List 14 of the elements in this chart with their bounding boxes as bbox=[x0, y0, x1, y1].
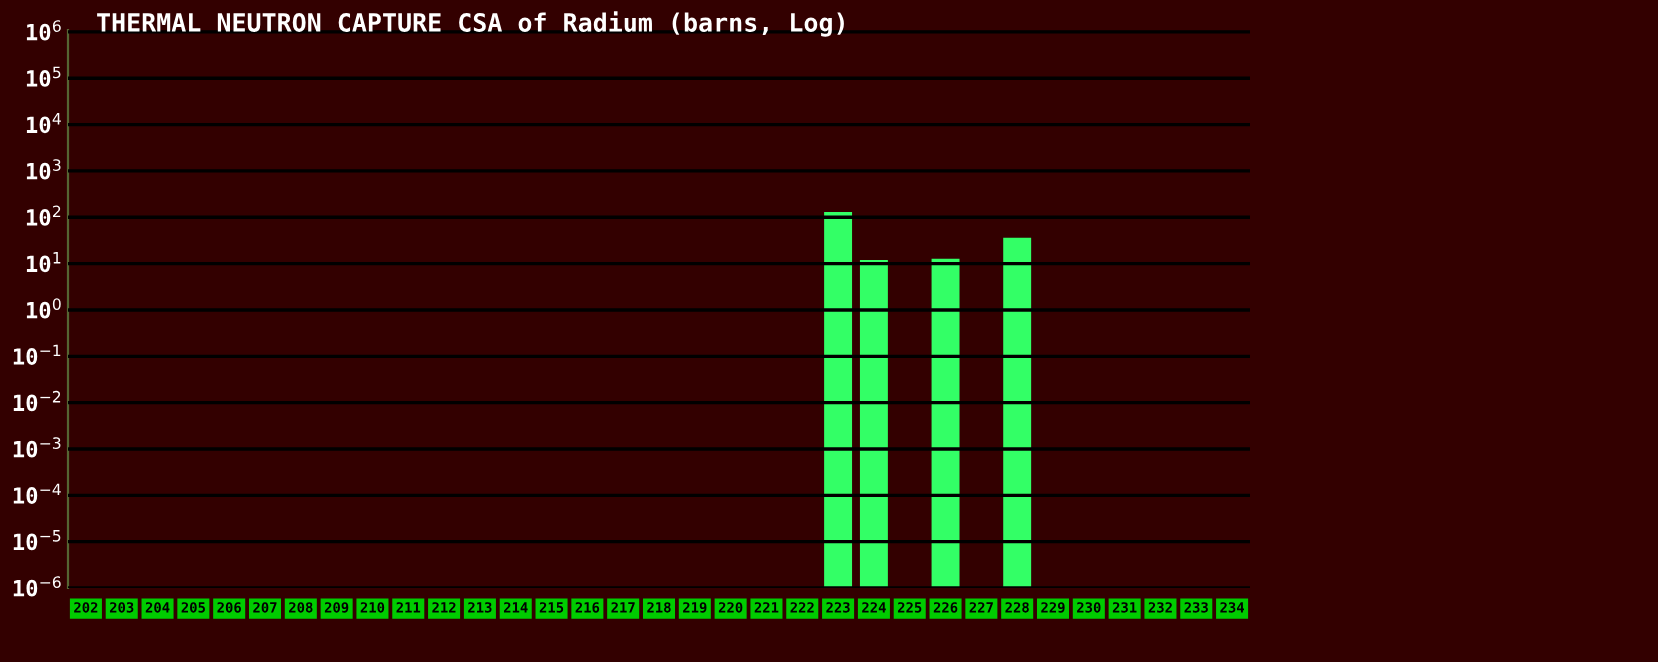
y-tick-label: 10$^{−1}$ bbox=[13, 344, 61, 365]
y-tick-label: 10$^{5}$ bbox=[26, 66, 61, 87]
y-tick-label: 10$^{0}$ bbox=[26, 298, 61, 319]
y-tick-label: 10$^{−2}$ bbox=[13, 390, 61, 412]
y-tick-label: 10$^{6}$ bbox=[26, 20, 61, 41]
y-tick-label: 10$^{−6}$ bbox=[13, 576, 61, 597]
y-tick-label: 10$^{3}$ bbox=[26, 159, 61, 180]
y-tick-label: 10$^{4}$ bbox=[26, 113, 61, 134]
y-tick-label: 10$^{−3}$ bbox=[13, 437, 61, 458]
y-tick-label: 10$^{−4}$ bbox=[13, 483, 61, 504]
y-tick-label: 10$^{2}$ bbox=[26, 205, 61, 226]
y-tick-label: 10$^{1}$ bbox=[26, 252, 61, 273]
chart-title: THERMAL NEUTRON CAPTURE CSA of Radium (barns, Log) bbox=[97, 11, 844, 37]
y-tick-label: 10$^{−5}$ bbox=[13, 530, 61, 551]
